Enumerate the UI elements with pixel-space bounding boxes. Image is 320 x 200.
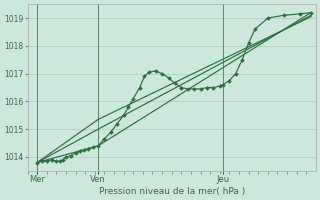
X-axis label: Pression niveau de la mer( hPa ): Pression niveau de la mer( hPa ) — [99, 187, 245, 196]
